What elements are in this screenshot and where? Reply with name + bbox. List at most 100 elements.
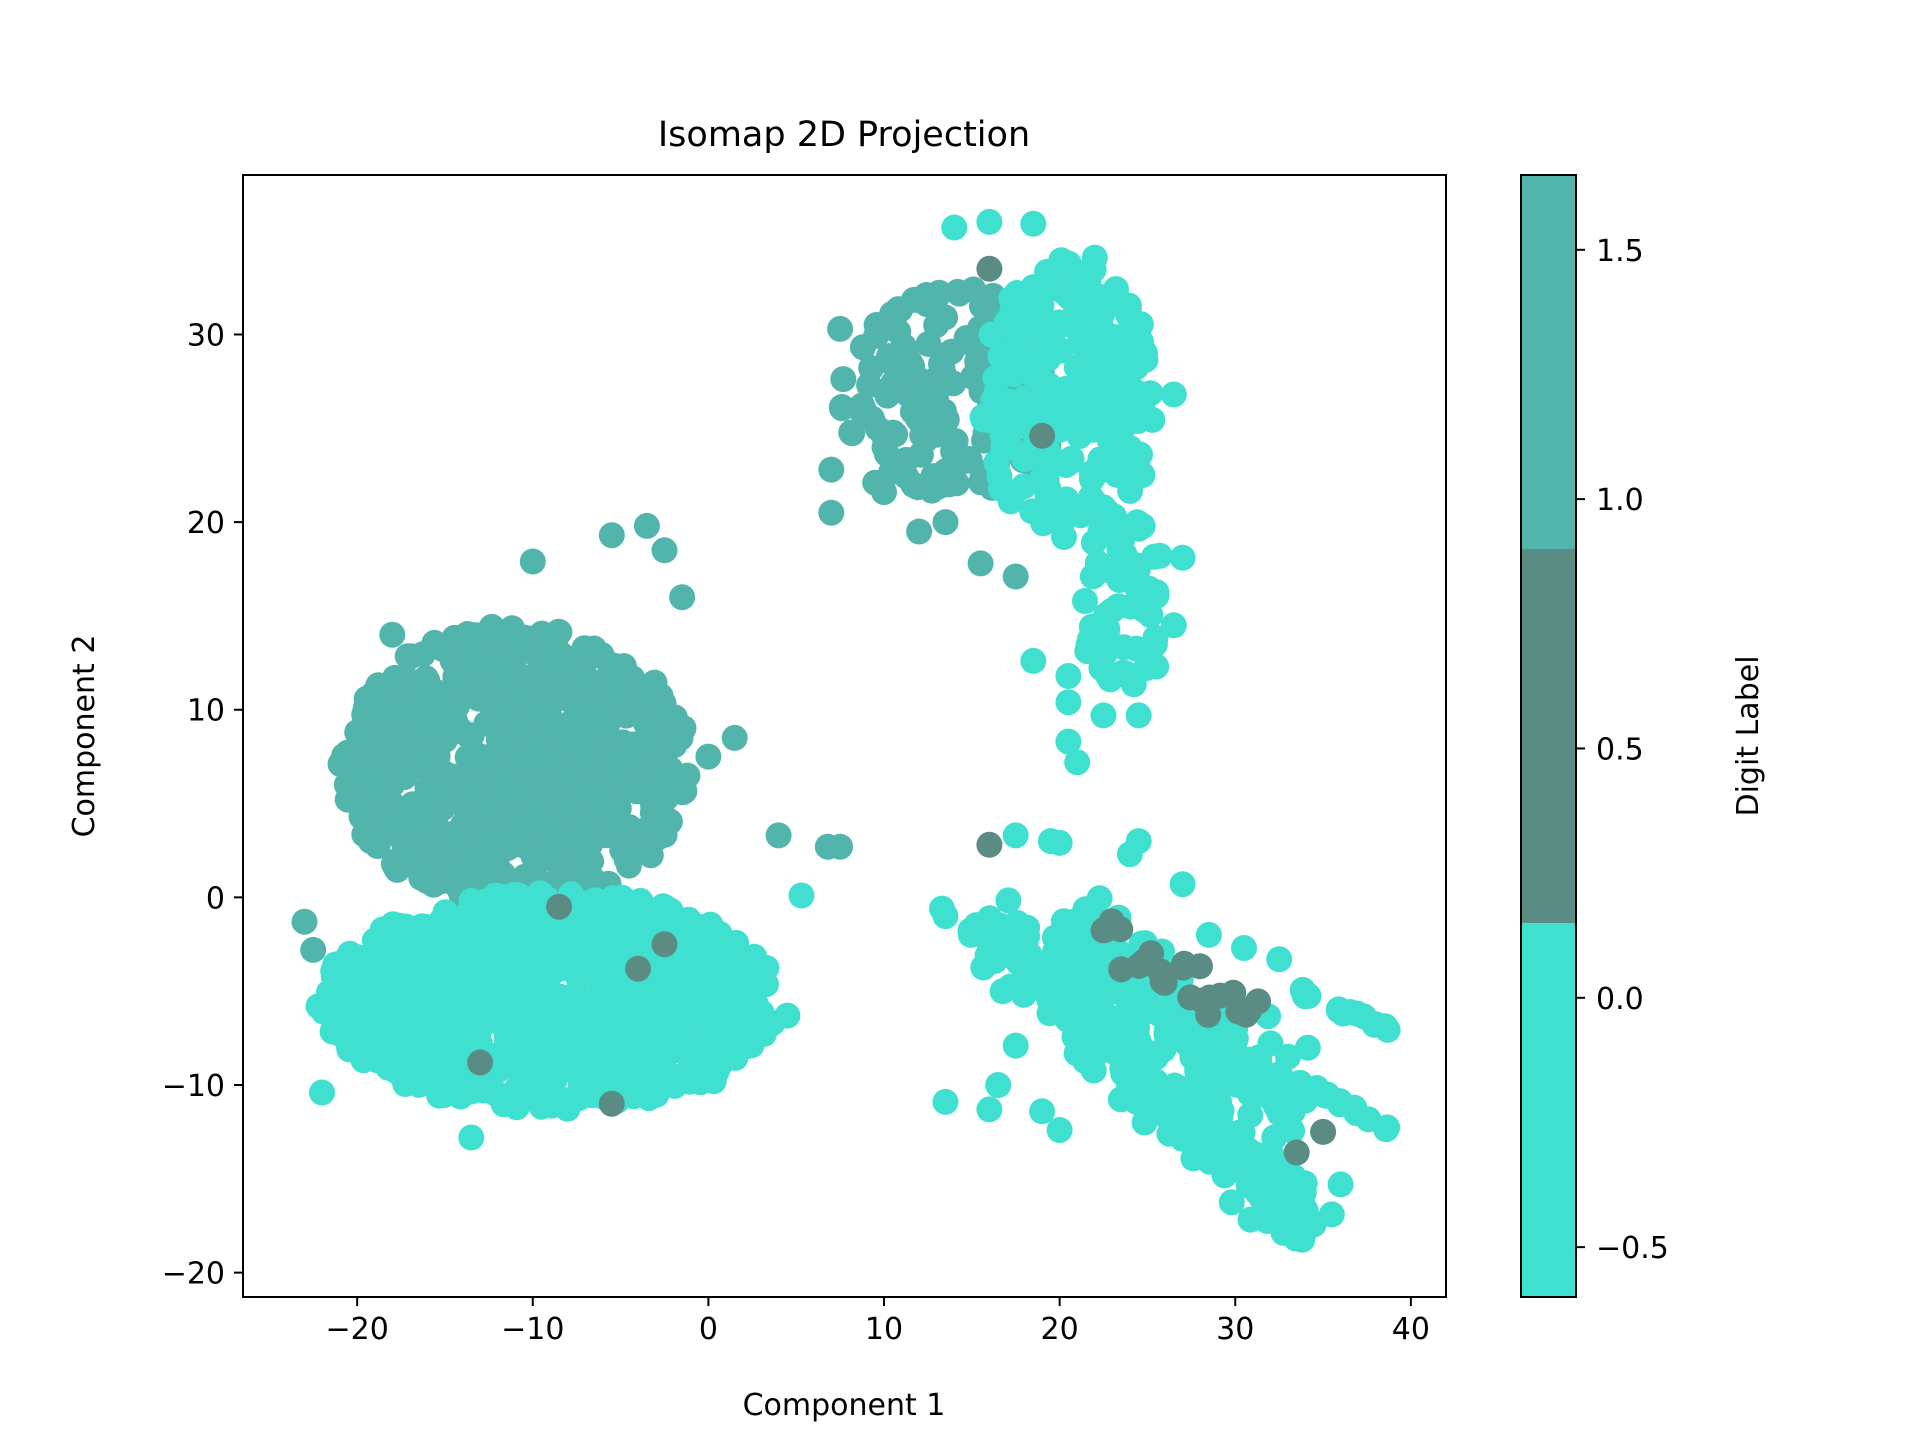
scatter-point (788, 882, 815, 909)
scatter-point (1106, 567, 1133, 593)
scatter-point (1110, 659, 1136, 686)
scatter-point (478, 916, 505, 943)
scatter-point (471, 746, 498, 773)
scatter-point (485, 726, 512, 753)
scatter-point (1242, 1159, 1269, 1186)
scatter-point (1087, 643, 1114, 670)
scatter-point (309, 1079, 335, 1106)
scatter-point (1080, 1057, 1107, 1084)
scatter-point (615, 852, 642, 879)
scatter-point (1064, 289, 1091, 316)
scatter-point (669, 584, 696, 611)
scatter-point (1161, 1072, 1188, 1099)
scatter-point (997, 488, 1024, 515)
scatter-point (849, 334, 876, 361)
scatter-point (652, 772, 678, 799)
scatter-point (1199, 1078, 1226, 1105)
scatter-point (665, 999, 692, 1026)
y-tick-label: −20 (162, 1257, 225, 1292)
scatter-point (818, 499, 845, 526)
scatter-point (1169, 871, 1196, 898)
scatter-point (1200, 1140, 1226, 1167)
scatter-point (983, 386, 1010, 412)
scatter-point (488, 983, 515, 1009)
scatter-point (441, 927, 468, 953)
scatter-point (855, 403, 882, 430)
scatter-point (326, 1020, 353, 1047)
scatter-point (699, 1040, 726, 1067)
scatter-point (1002, 822, 1029, 849)
scatter-point (388, 934, 414, 961)
scatter-point (1337, 999, 1364, 1025)
scatter-point (997, 348, 1024, 375)
scatter-point (670, 1068, 697, 1095)
scatter-point (1129, 394, 1156, 421)
scatter-point (1084, 459, 1110, 486)
scatter-point (327, 953, 354, 980)
scatter-point (993, 309, 1020, 336)
scatter-point (990, 434, 1017, 461)
scatter-point (650, 805, 677, 832)
scatter-point (1019, 498, 1046, 525)
scatter-point (1237, 1102, 1264, 1129)
scatter-point (976, 255, 1003, 282)
scatter-point (587, 976, 614, 1003)
scatter-point (614, 1038, 641, 1065)
scatter-point (1222, 1025, 1249, 1052)
scatter-point (932, 1088, 959, 1115)
scatter-point (1218, 1189, 1245, 1216)
scatter-point (1153, 1022, 1180, 1049)
colorbar-band (1521, 549, 1576, 923)
scatter-points (291, 208, 1401, 1253)
scatter-point (828, 395, 855, 422)
y-tick-label: 10 (187, 694, 225, 729)
scatter-point (629, 1013, 656, 1040)
scatter-point (598, 522, 625, 549)
scatter-point (489, 821, 516, 848)
colorbar-tick-label: 0.5 (1596, 732, 1644, 767)
x-tick-label: 10 (865, 1312, 903, 1347)
scatter-point (400, 977, 427, 1004)
scatter-point (1081, 244, 1108, 271)
scatter-point (1035, 372, 1062, 399)
scatter-point (469, 980, 495, 1007)
scatter-point (695, 743, 722, 770)
scatter-point (1107, 291, 1134, 318)
scatter-point (622, 1065, 649, 1092)
scatter-point (569, 723, 596, 750)
scatter-point (1002, 563, 1029, 590)
scatter-point (665, 1037, 692, 1064)
scatter-point (814, 833, 841, 860)
scatter-point (305, 993, 332, 1020)
scatter-point (380, 850, 407, 877)
scatter-point (1135, 1080, 1162, 1107)
scatter-point (1374, 1114, 1401, 1141)
scatter-point (604, 917, 631, 944)
scatter-point (409, 641, 436, 668)
scatter-point (1029, 1098, 1056, 1125)
scatter-point (1223, 1121, 1250, 1148)
scatter-point (487, 884, 514, 911)
scatter-point (695, 913, 722, 940)
scatter-point (1279, 1117, 1306, 1144)
scatter-point (1020, 210, 1047, 237)
scatter-point (657, 897, 684, 924)
scatter-point (1125, 828, 1152, 855)
scatter-point (1111, 541, 1138, 567)
colorbar-label: Digit Label (1731, 655, 1766, 816)
scatter-point (1260, 1186, 1287, 1213)
scatter-point (1055, 663, 1082, 689)
colorbar-tick-label: 1.5 (1596, 234, 1644, 269)
scatter-point (723, 929, 750, 956)
scatter-point (969, 404, 996, 430)
scatter-point (582, 868, 609, 895)
scatter-point (1090, 621, 1117, 648)
scatter-point (871, 479, 897, 506)
x-axis-label: Component 1 (743, 1388, 946, 1423)
scatter-point (291, 908, 318, 935)
scatter-point (1115, 1000, 1141, 1027)
scatter-point (906, 518, 933, 545)
scatter-point (1266, 946, 1293, 973)
scatter-point (482, 963, 509, 990)
scatter-point (685, 932, 712, 959)
